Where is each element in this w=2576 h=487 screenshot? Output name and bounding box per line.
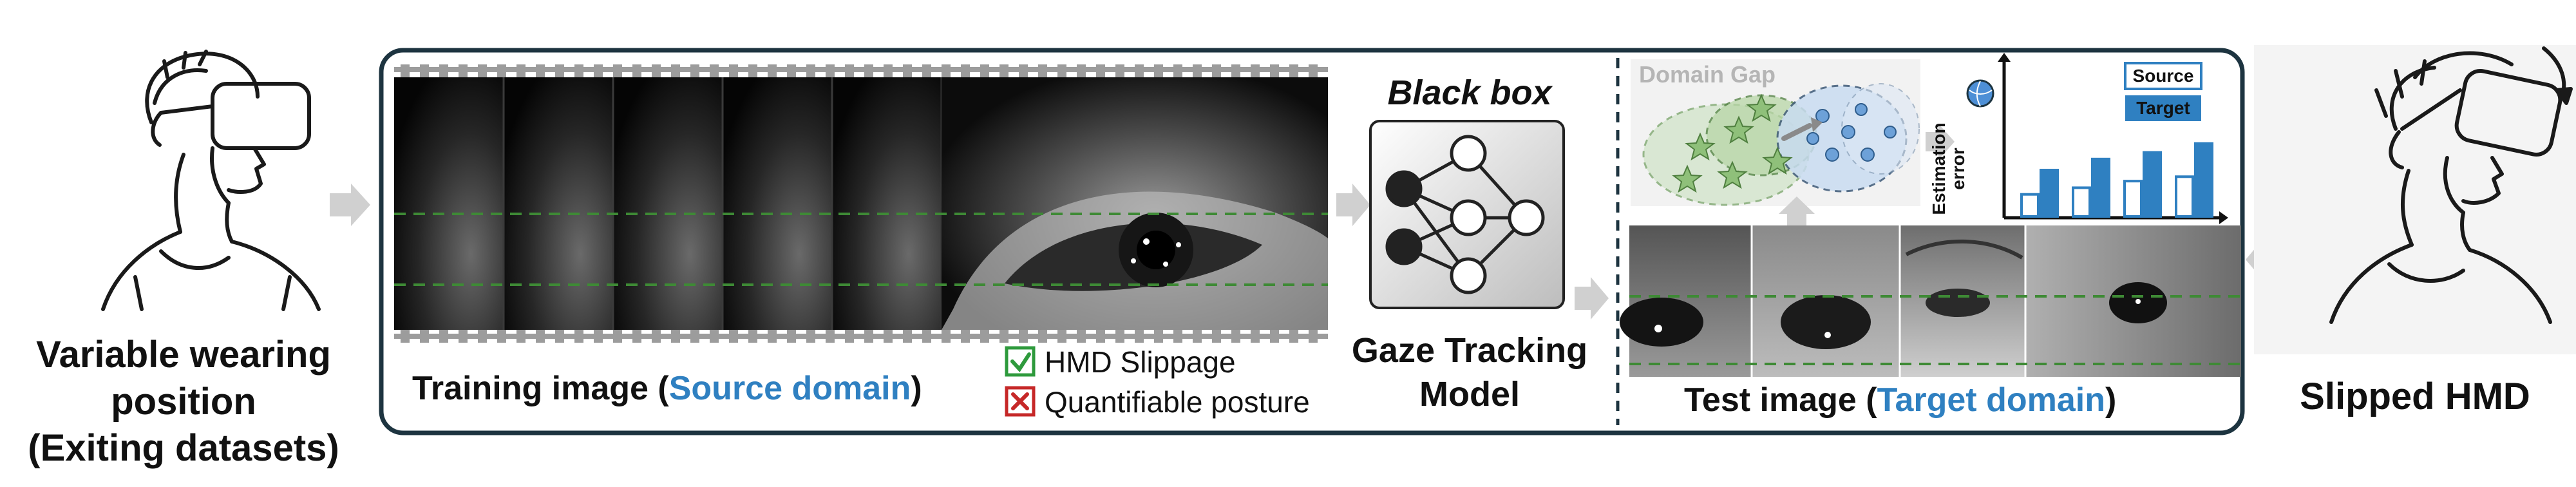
black-box-title: Black box <box>1387 73 1553 112</box>
film-perforation-bottom <box>394 330 1328 343</box>
training-image-strip <box>394 64 1328 343</box>
eye-frame <box>613 77 723 330</box>
left-caption-line2: position <box>111 381 256 423</box>
eye-frame <box>723 77 832 330</box>
right-caption: Slipped HMD <box>2300 376 2530 417</box>
bar-target-3 <box>2143 151 2162 218</box>
hmd-headset-icon <box>2454 69 2562 157</box>
left-caption-line3: (Exiting datasets) <box>28 427 339 469</box>
bar-target-2 <box>2091 157 2110 218</box>
bar-target-4 <box>2194 142 2213 218</box>
legend-source-swatch <box>2124 62 2202 90</box>
arrow-icon <box>330 184 370 226</box>
eye-frame <box>504 77 613 330</box>
arrow-icon <box>1575 277 1609 320</box>
gap-arrow-icon <box>1781 123 1812 141</box>
legend-target-label: Target <box>2136 98 2190 118</box>
bar-source-2 <box>2072 186 2091 218</box>
person-with-hmd-illustration <box>101 50 321 311</box>
bar-source-1 <box>2020 193 2040 218</box>
check-label: HMD Slippage <box>1045 345 1236 379</box>
source-star-icons <box>1672 93 1793 193</box>
cross-label: Quantifiable posture <box>1045 385 1310 419</box>
test-image-strip <box>1620 225 2241 377</box>
arrow-icon <box>1336 184 1370 226</box>
neural-network-icon <box>1385 135 1545 294</box>
target-dot-icons <box>1806 103 1897 162</box>
bar-target-1 <box>2040 169 2059 218</box>
eye-frame <box>832 77 942 330</box>
chart-ylabel-line2: error <box>1948 148 1968 189</box>
chart-ylabel-line1: Estimation <box>1929 122 1949 215</box>
bar-source-3 <box>2123 180 2143 218</box>
domain-gap-label: Domain Gap <box>1639 61 1776 88</box>
model-caption-line1: Gaze Tracking <box>1352 331 1587 370</box>
legend-source-label: Source <box>2133 66 2194 86</box>
arrow-icon <box>1926 124 1955 160</box>
right-person-panel <box>2254 45 2576 354</box>
film-perforation-top <box>394 64 1328 77</box>
domain-gap-panel: Domain Gap <box>1631 59 1920 206</box>
person-with-slipped-hmd-illustration <box>2329 46 2573 324</box>
bar-source-4 <box>2175 175 2194 218</box>
test-label: Test image (Target domain) <box>1684 381 2116 419</box>
checklist: HMD Slippage Quantifiable posture <box>1005 345 1310 419</box>
legend-target-swatch <box>2125 95 2201 121</box>
model-caption-line2: Model <box>1419 375 1520 414</box>
hmd-headset-icon <box>211 82 311 150</box>
arrow-icon <box>1779 196 1815 227</box>
left-caption-line1: Variable wearing <box>36 334 331 376</box>
estimation-error-chart: Estimation error Source Target <box>1929 53 2228 224</box>
eye-frame <box>394 77 504 330</box>
training-label: Training image (Source domain) <box>412 370 922 407</box>
